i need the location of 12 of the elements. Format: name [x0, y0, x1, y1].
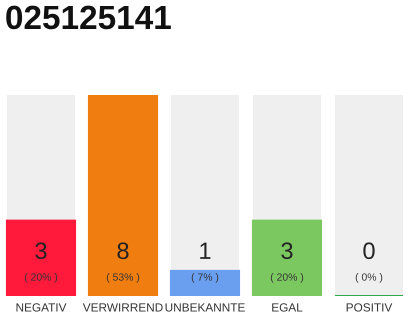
x-tick-label: EGAL: [272, 303, 302, 312]
data-label: 8 ( 53% ): [106, 242, 140, 283]
data-label: 1 ( 7% ): [192, 242, 218, 283]
chart-title: 025125141: [6, 6, 171, 30]
x-tick-label: UNBEKANNTE: [166, 303, 245, 312]
x-tick-label: POSITIV: [346, 303, 392, 312]
x-tick-label: VERWIRREND: [82, 303, 163, 312]
data-label: 3 ( 20% ): [270, 242, 304, 283]
data-label: 3 ( 20% ): [24, 242, 58, 283]
x-tick-label: NEGATIV: [16, 303, 66, 312]
data-label: 0 ( 0% ): [356, 242, 382, 283]
bar: [170, 270, 240, 296]
